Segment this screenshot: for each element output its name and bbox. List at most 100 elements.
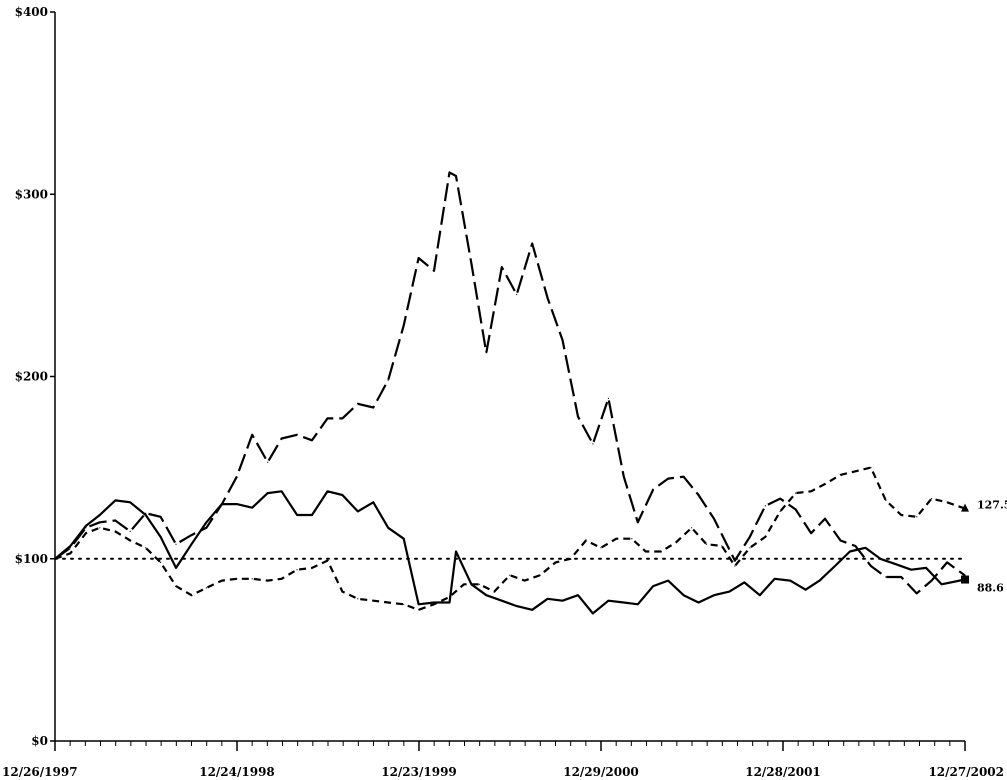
data-point xyxy=(501,266,503,268)
data-point xyxy=(645,550,647,553)
data-point xyxy=(561,600,564,602)
data-point xyxy=(69,545,71,547)
data-point xyxy=(485,594,487,596)
data-point xyxy=(585,539,587,542)
data-point xyxy=(592,443,594,445)
data-point xyxy=(524,580,526,582)
data-point xyxy=(941,583,943,585)
data-point xyxy=(357,510,359,512)
series-end-labels: 127.5 88.6 xyxy=(977,499,1007,595)
series-layer xyxy=(54,171,969,615)
data-point xyxy=(805,589,807,591)
data-point xyxy=(697,494,700,496)
data-point xyxy=(683,594,685,596)
data-point xyxy=(652,488,654,491)
data-point xyxy=(296,514,298,516)
data-point xyxy=(99,514,101,516)
data-point xyxy=(99,521,101,523)
data-point xyxy=(667,478,669,480)
data-point xyxy=(925,567,927,569)
data-point xyxy=(819,580,821,582)
data-point xyxy=(326,490,329,492)
series-short-dash xyxy=(54,466,969,611)
data-point xyxy=(311,439,313,441)
data-point xyxy=(749,547,751,549)
series-line xyxy=(54,466,966,611)
x-tick-label: 12/26/1997 xyxy=(2,765,78,779)
data-point xyxy=(697,601,700,604)
data-point xyxy=(221,580,223,582)
data-point xyxy=(652,585,654,587)
series-long-dash xyxy=(54,171,966,595)
data-point xyxy=(849,550,851,553)
data-point xyxy=(910,569,912,571)
data-point xyxy=(509,574,511,576)
data-point xyxy=(455,175,457,177)
data-point xyxy=(160,516,162,518)
data-point xyxy=(190,543,193,545)
data-point xyxy=(418,603,420,605)
x-tick-label: 12/29/2000 xyxy=(563,765,639,779)
data-point xyxy=(779,498,781,500)
data-point xyxy=(839,539,842,542)
data-point xyxy=(281,578,283,580)
data-point xyxy=(311,514,313,516)
series-solid xyxy=(54,490,969,615)
data-point xyxy=(810,532,812,534)
data-point xyxy=(667,580,669,582)
data-point xyxy=(221,503,223,505)
y-tick-label: $400 xyxy=(15,5,48,19)
data-point xyxy=(372,501,374,503)
data-point xyxy=(470,583,472,585)
data-point xyxy=(839,474,842,476)
data-point xyxy=(205,521,207,523)
data-point xyxy=(531,609,533,611)
data-point xyxy=(85,525,87,527)
data-point xyxy=(175,567,177,569)
end-marker-square xyxy=(961,575,969,584)
data-point xyxy=(296,434,298,436)
data-point xyxy=(637,603,639,605)
data-point xyxy=(114,519,116,522)
end-marker-triangle xyxy=(961,503,969,512)
data-point xyxy=(357,403,359,405)
data-point xyxy=(85,532,87,534)
data-point xyxy=(795,492,797,494)
data-point xyxy=(931,580,933,582)
data-point xyxy=(145,514,147,516)
data-point xyxy=(885,499,887,501)
data-point xyxy=(485,352,487,354)
data-point xyxy=(749,536,751,538)
data-point xyxy=(864,547,867,549)
data-point xyxy=(854,470,857,472)
data-point xyxy=(824,518,826,520)
data-point xyxy=(129,539,131,542)
x-ticks: 12/26/1997 12/24/1998 12/23/1999 12/29/2000… xyxy=(2,741,1004,779)
data-point xyxy=(600,547,602,549)
y-tick-label: $200 xyxy=(15,370,48,384)
data-point xyxy=(145,547,147,549)
x-tick-label: 12/28/2001 xyxy=(745,765,821,779)
data-point xyxy=(561,339,564,341)
data-point xyxy=(592,612,594,615)
y-tick-label: $0 xyxy=(31,734,48,748)
data-point xyxy=(341,417,343,419)
data-point xyxy=(879,558,881,560)
data-point xyxy=(789,580,791,582)
data-point xyxy=(326,417,329,419)
y-tick-label: $100 xyxy=(15,552,48,566)
data-point xyxy=(759,594,761,596)
data-point xyxy=(885,576,887,578)
data-point xyxy=(946,501,948,503)
data-point xyxy=(296,569,298,571)
data-point xyxy=(267,580,269,582)
data-point xyxy=(448,601,451,604)
data-point xyxy=(418,257,420,259)
data-point xyxy=(470,262,472,265)
data-point xyxy=(493,591,495,593)
data-point xyxy=(870,467,872,469)
data-point xyxy=(281,437,283,440)
data-point xyxy=(900,514,902,516)
data-point xyxy=(607,600,610,602)
data-point xyxy=(547,297,549,299)
